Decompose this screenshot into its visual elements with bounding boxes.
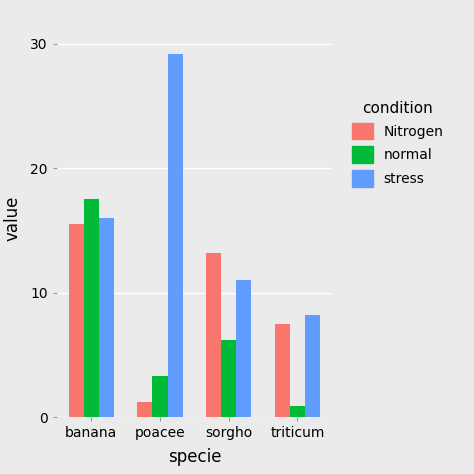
Bar [84, 200, 99, 417]
Bar [69, 224, 84, 417]
X-axis label: specie: specie [168, 448, 221, 466]
Bar [221, 340, 236, 417]
Bar [236, 280, 251, 417]
Bar [290, 406, 305, 417]
Y-axis label: value: value [4, 195, 22, 241]
Legend: Nitrogen, normal, stress: Nitrogen, normal, stress [344, 92, 452, 196]
Bar [137, 402, 153, 417]
Bar [305, 315, 320, 417]
Bar [206, 253, 221, 417]
Bar [167, 54, 182, 417]
Bar [275, 324, 290, 417]
Bar [99, 218, 114, 417]
Bar [153, 376, 167, 417]
